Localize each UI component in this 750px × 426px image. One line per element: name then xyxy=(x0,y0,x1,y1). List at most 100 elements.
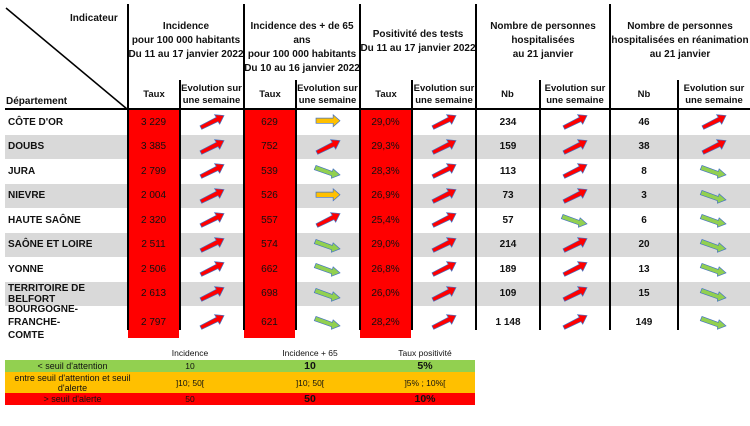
legend-row: > seuil d'alerte 50 50 10% xyxy=(5,393,475,405)
table-row: DOUBS 3 385 752 29,3% 159 38 xyxy=(5,134,750,160)
trend-arrow-down-icon xyxy=(699,287,727,302)
incidence65-trend xyxy=(297,282,359,307)
hospitalized-trend xyxy=(541,306,609,338)
trend-arrow-up-icon xyxy=(199,212,225,228)
trend-arrow-flat-icon xyxy=(315,187,341,202)
group-header-incidence-65: Incidence des + de 65 ans pour 100 000 h… xyxy=(244,21,360,74)
incidence-trend xyxy=(181,184,243,209)
positivity-trend xyxy=(413,159,475,184)
trend-arrow-up-icon xyxy=(199,188,225,204)
icu-trend xyxy=(679,135,749,160)
icu-count: 6 xyxy=(641,214,647,226)
icu-trend xyxy=(679,208,749,233)
trend-arrow-up-icon xyxy=(431,163,457,179)
hospitalized-count: 57 xyxy=(502,214,514,226)
subheader-inc65-evolution: Evolution sur une semaine xyxy=(297,83,358,106)
icu-trend xyxy=(679,257,749,282)
divider xyxy=(127,4,129,330)
trend-arrow-up-icon xyxy=(562,261,588,277)
hospitalized-trend xyxy=(541,257,609,282)
department-name: NIEVRE xyxy=(8,190,46,202)
header-bottom-border xyxy=(5,108,750,110)
incidence-trend xyxy=(181,306,243,338)
trend-arrow-up-icon xyxy=(562,163,588,179)
divider xyxy=(179,80,181,330)
header-diagonal-line xyxy=(5,7,128,110)
icu-count: 3 xyxy=(641,190,647,202)
icu-count: 15 xyxy=(638,288,650,300)
incidence-rate: 2 004 xyxy=(128,183,179,208)
hospitalized-trend xyxy=(541,135,609,160)
legend-header-incidence65: Incidence + 65 xyxy=(282,348,338,358)
incidence65-rate: 621 xyxy=(244,306,295,338)
incidence-rate: 3 385 xyxy=(128,134,179,159)
positivity-rate: 29,0% xyxy=(360,232,411,257)
incidence65-rate: 752 xyxy=(244,134,295,159)
trend-arrow-down-icon xyxy=(313,238,341,253)
positivity-trend xyxy=(413,184,475,209)
incidence65-rate: 698 xyxy=(244,281,295,306)
trend-arrow-up-icon xyxy=(199,286,225,302)
divider xyxy=(295,80,297,330)
divider xyxy=(475,4,477,330)
trend-arrow-down-icon xyxy=(560,214,588,229)
hospitalized-trend xyxy=(541,184,609,209)
trend-arrow-up-icon xyxy=(701,114,727,130)
incidence65-trend xyxy=(297,184,359,209)
group-header-hospitalized: Nombre de personnes hospitalisées au 21 … xyxy=(490,21,596,60)
incidence65-trend xyxy=(297,208,359,233)
trend-arrow-up-icon xyxy=(431,139,457,155)
subheader-inc65-taux: Taux xyxy=(259,89,281,100)
legend-incidence65-value: ]10; 50[ xyxy=(295,377,325,388)
legend-incidence-value: 50 xyxy=(185,394,195,404)
icu-trend xyxy=(679,159,749,184)
legend-header-positivity: Taux positivité xyxy=(398,348,452,358)
trend-arrow-down-icon xyxy=(699,238,727,253)
hospitalized-count: 109 xyxy=(499,288,517,300)
positivity-rate: 26,8% xyxy=(360,257,411,282)
icu-count: 46 xyxy=(638,116,650,128)
positivity-trend xyxy=(413,306,475,338)
department-name: TERRITOIRE DE BELFORT xyxy=(8,282,86,305)
hospitalized-count: 73 xyxy=(502,190,514,202)
divider xyxy=(609,4,611,330)
hospitalized-trend xyxy=(541,110,609,135)
incidence-trend xyxy=(181,233,243,258)
group-header-incidence: Incidence pour 100 000 habitants Du 11 a… xyxy=(128,21,244,60)
positivity-trend xyxy=(413,208,475,233)
legend-incidence65-value: 10 xyxy=(304,360,316,372)
incidence-rate: 2 613 xyxy=(128,281,179,306)
trend-arrow-up-icon xyxy=(199,114,225,130)
hospitalized-count: 234 xyxy=(499,116,517,128)
table-row: JURA 2 799 539 28,3% 113 8 xyxy=(5,159,750,184)
icu-count: 38 xyxy=(638,141,650,153)
trend-arrow-down-icon xyxy=(699,315,727,330)
subheader-icu-nb: Nb xyxy=(637,89,651,100)
positivity-rate: 25,4% xyxy=(360,208,411,233)
trend-arrow-up-icon xyxy=(562,114,588,130)
trend-arrow-down-icon xyxy=(313,165,341,180)
trend-arrow-flat-icon xyxy=(315,114,341,128)
incidence-rate: 2 797 xyxy=(128,306,179,338)
trend-arrow-up-icon xyxy=(315,212,341,228)
icu-count: 8 xyxy=(641,165,647,177)
legend-threshold-label: < seuil d'attention xyxy=(37,361,108,371)
incidence-trend xyxy=(181,135,243,160)
incidence-trend xyxy=(181,257,243,282)
trend-arrow-up-icon xyxy=(431,212,457,228)
department-name: BOURGOGNE-FRANCHE- COMTE xyxy=(8,303,78,341)
divider xyxy=(243,4,245,330)
table-row: BOURGOGNE-FRANCHE- COMTE 2 797 621 28,2% 1 14… xyxy=(5,303,750,341)
icu-trend xyxy=(679,233,749,258)
divider xyxy=(359,4,361,330)
legend-positivity-value: ]5% ; 10%[ xyxy=(404,377,446,388)
legend-incidence-value: 10 xyxy=(185,361,195,371)
trend-arrow-up-icon xyxy=(431,314,457,330)
legend-threshold-label: entre seuil d'attention et seuil d'alerte xyxy=(14,372,131,393)
incidence-rate: 2 799 xyxy=(128,159,179,184)
trend-arrow-down-icon xyxy=(699,189,727,204)
incidence65-rate: 629 xyxy=(244,110,295,135)
incidence65-rate: 539 xyxy=(244,159,295,184)
subheader-incidence-taux: Taux xyxy=(143,89,165,100)
table-row: SAÔNE ET LOIRE 2 511 574 29,0% 214 20 xyxy=(5,232,750,258)
